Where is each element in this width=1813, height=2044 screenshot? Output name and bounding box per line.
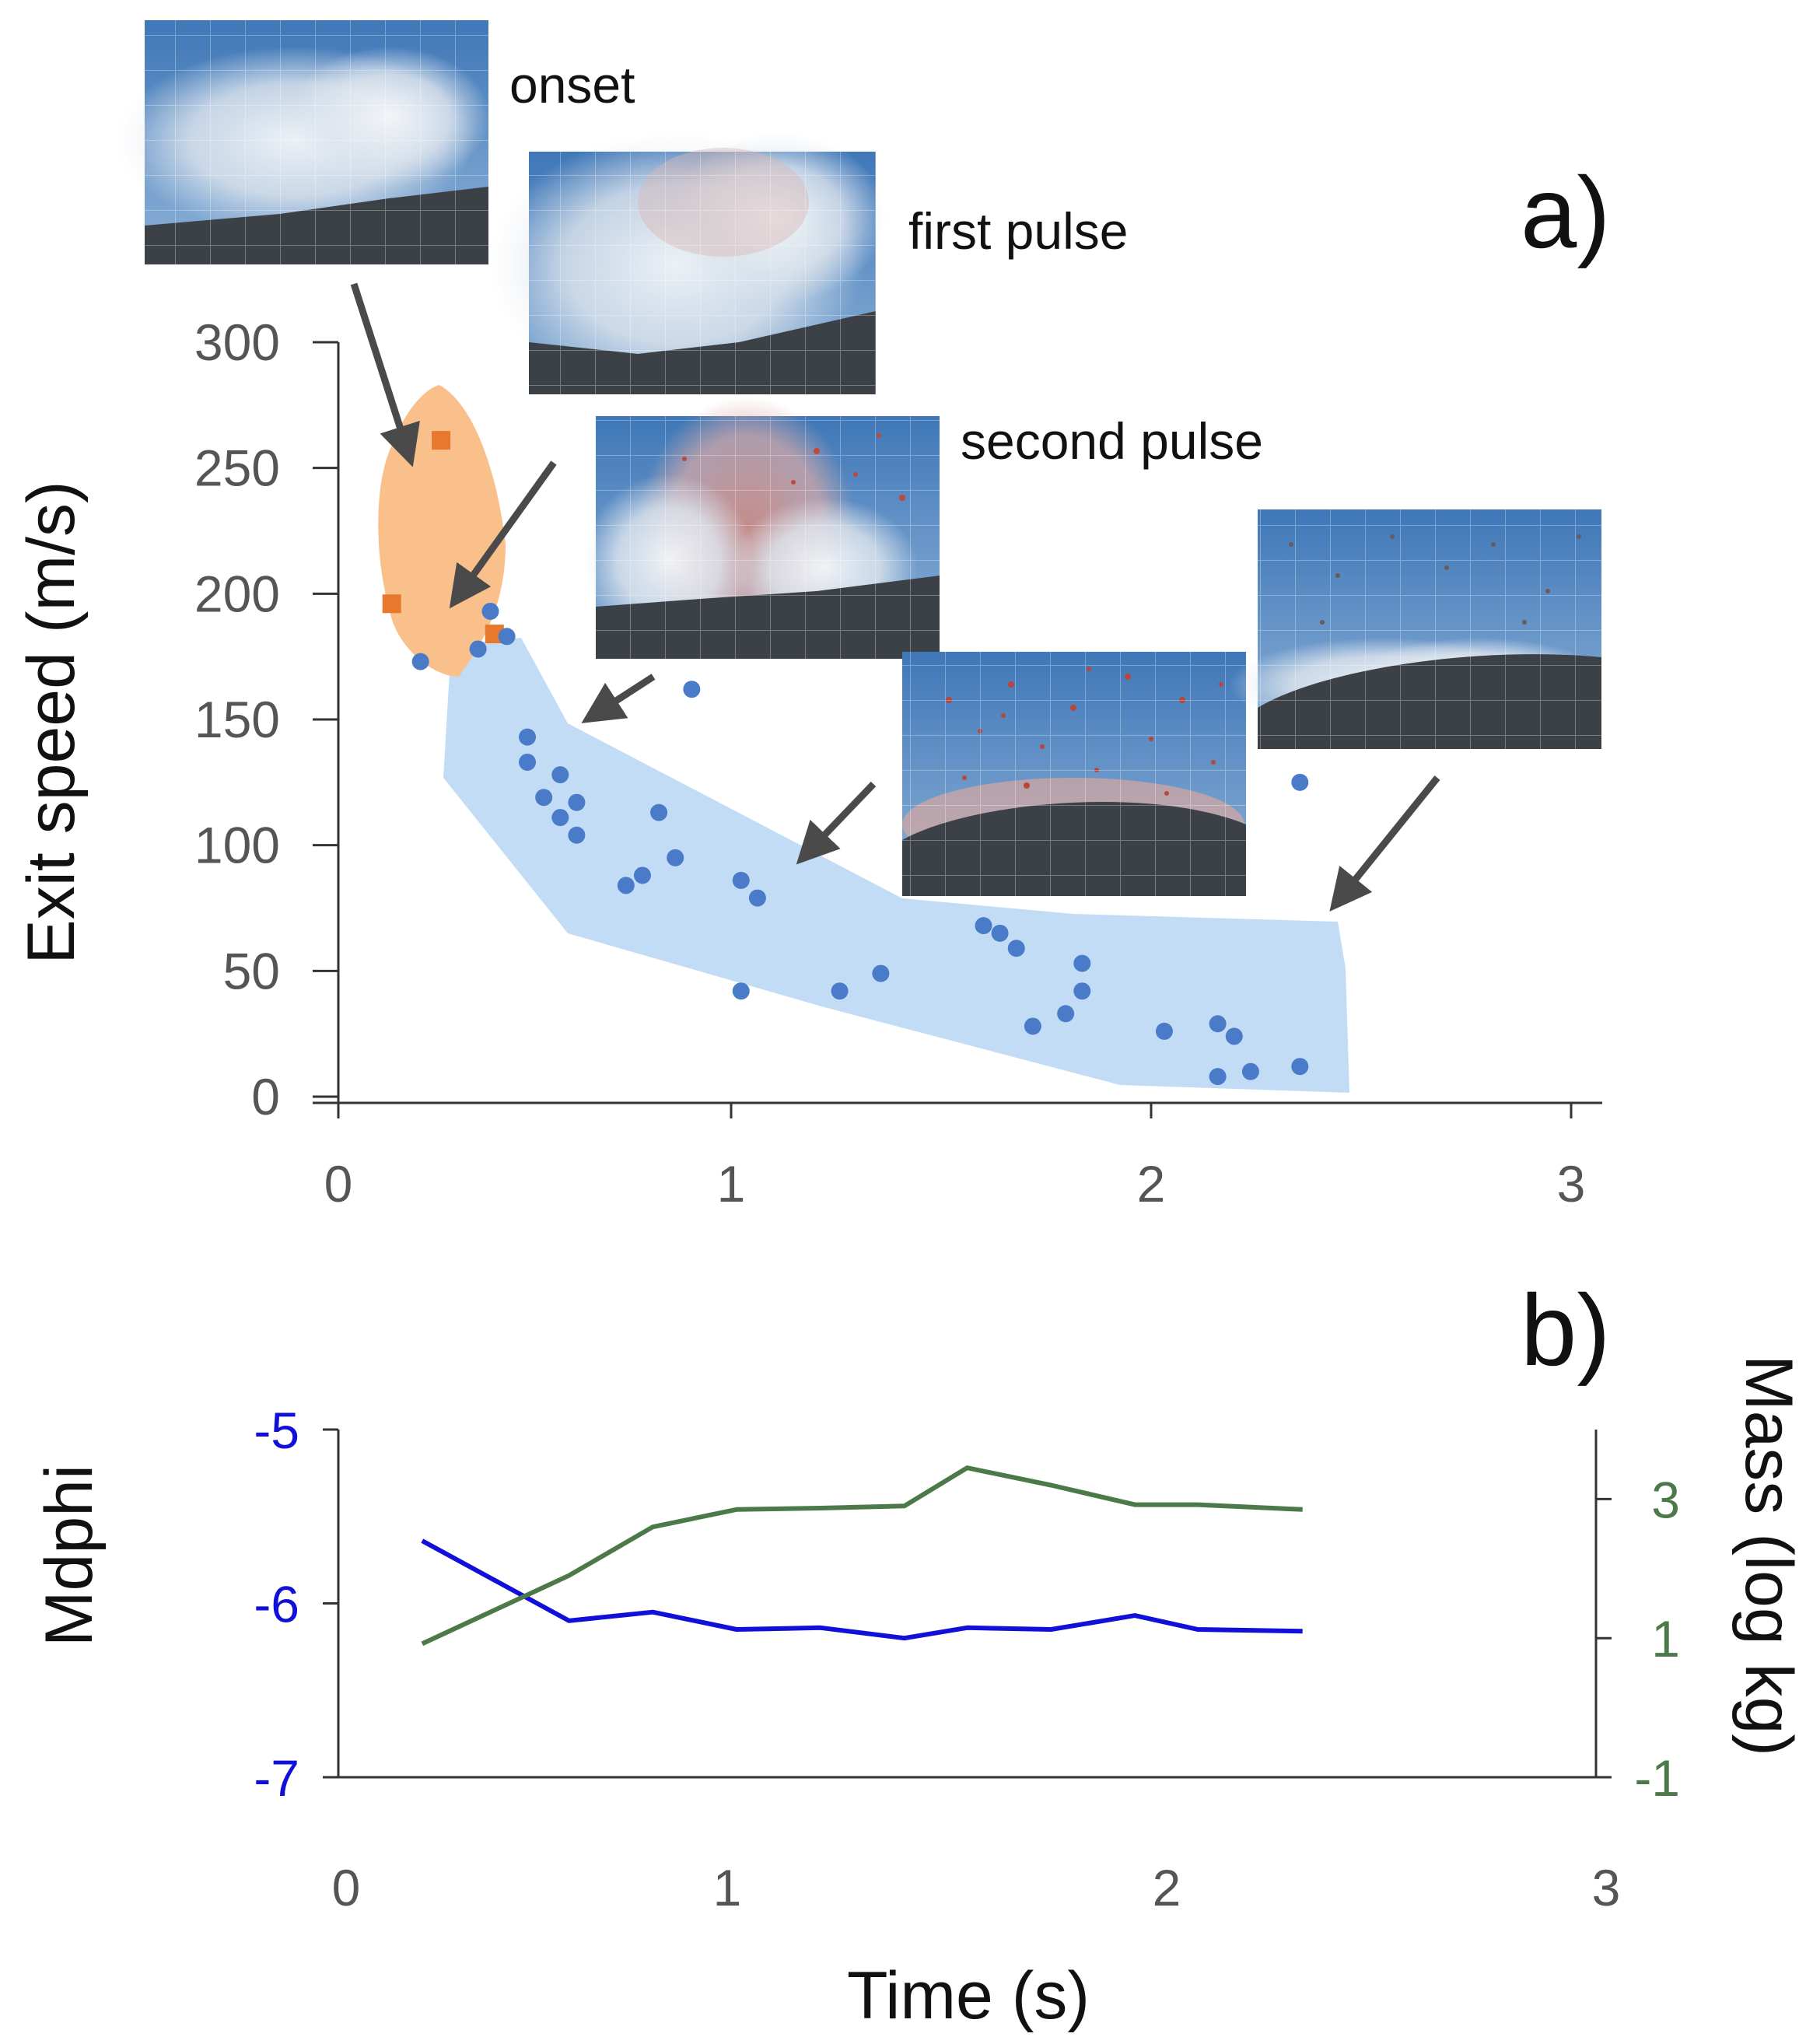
y-tick-label: 250 (194, 439, 280, 497)
pulse-point (1209, 1015, 1227, 1033)
photo-second-pulse (583, 397, 940, 661)
photo-onset (117, 20, 490, 264)
right-axis-title: Mass (log kg) (1731, 1355, 1806, 1756)
pulse-point (551, 766, 569, 784)
x-tick-label: 2 (1137, 1155, 1166, 1213)
right-tick-label: 3 (1651, 1471, 1680, 1528)
pulse-point (831, 982, 849, 1000)
pulse-point (469, 640, 487, 658)
photo-label-first-pulse: first pulse (908, 202, 1128, 260)
y-tick-label: 50 (223, 942, 280, 999)
pulse-point (667, 849, 684, 866)
pulse-point (1073, 982, 1091, 1000)
y-axis-title: Exit speed (m/s) (14, 481, 89, 964)
photo-ballistics (902, 652, 1246, 896)
photo-first-pulse (490, 132, 887, 397)
photo-late-phase (1229, 509, 1602, 749)
pulse-point (991, 924, 1009, 942)
x-tick-label: 0 (324, 1155, 353, 1213)
arrows (350, 282, 1440, 912)
onset-point (432, 431, 451, 450)
photo-label-onset: onset (509, 56, 635, 114)
pulse-point (535, 789, 553, 807)
y-tick-label: 200 (194, 565, 280, 622)
pulse-point (1007, 940, 1025, 957)
pulse-point (411, 653, 429, 670)
pulse-point (1209, 1068, 1227, 1086)
pulses-envelope (443, 638, 1349, 1093)
panel-a-points (382, 431, 1309, 1086)
pulse-point (1155, 1022, 1173, 1040)
pulse-point (1291, 1058, 1309, 1076)
y-tick-label: 300 (194, 313, 280, 371)
pulse-point (519, 753, 537, 771)
panel-b-ticks: -5 -6 -7 3 1 -1 0 1 2 3 (254, 1402, 1680, 1916)
x-tick-label: 3 (1557, 1155, 1586, 1213)
pulse-point (732, 871, 750, 889)
panel-a-ticks: 0 50 100 150 200 250 300 0 1 2 3 (194, 313, 1585, 1213)
pulse-point (1225, 1027, 1243, 1045)
arrow-ballistics (796, 781, 877, 865)
arrow-second-pulse (581, 674, 656, 723)
mass-line (421, 1465, 1303, 1647)
onset-point (382, 594, 401, 614)
pulse-point (1057, 1005, 1075, 1023)
panel-b: -5 -6 -7 3 1 -1 0 1 2 3 Mdphi Mass (log kg) Time … (32, 1273, 1806, 2033)
pulse-point (633, 866, 651, 884)
arrow-onset (350, 282, 420, 467)
photo-label-second-pulse: second pulse (961, 412, 1263, 470)
b-x-tick-label: 2 (1153, 1859, 1181, 1916)
left-tick-label: -6 (254, 1576, 299, 1633)
pulse-point (1024, 1017, 1041, 1035)
pulse-point (519, 728, 537, 746)
y-tick-label: 100 (194, 817, 280, 874)
pulse-point (551, 809, 569, 827)
arrow-first-pulse (449, 460, 557, 609)
pulse-point (975, 917, 992, 935)
b-x-tick-label: 0 (332, 1859, 361, 1916)
pulse-point (1241, 1062, 1259, 1080)
panel-b-axes (337, 1430, 1598, 1779)
b-x-tick-label: 1 (713, 1859, 742, 1916)
pulse-point (650, 803, 668, 821)
pulse-point (568, 793, 586, 811)
b-x-tick-label: 3 (1592, 1859, 1621, 1916)
pulse-point (872, 964, 890, 982)
panel-a: 0 50 100 150 200 250 300 0 1 2 3 Exit speed (m/s) (14, 20, 1611, 1213)
y-tick-label: 0 (251, 1068, 280, 1125)
x-tick-label: 1 (717, 1155, 746, 1213)
left-tick-label: -7 (254, 1749, 299, 1807)
panel-b-label: b) (1521, 1273, 1611, 1387)
pulse-point (732, 982, 750, 1000)
pulse-point (481, 602, 499, 620)
pulse-point (498, 628, 516, 646)
pulse-point (748, 889, 766, 907)
mdphi-line (421, 1538, 1303, 1641)
left-axis-title: Mdphi (32, 1465, 107, 1647)
pulse-point (617, 877, 635, 894)
pulse-point (1291, 773, 1309, 791)
y-tick-label: 150 (194, 691, 280, 748)
pulse-point (683, 681, 701, 698)
pulse-point (1073, 954, 1091, 972)
left-tick-label: -5 (254, 1402, 299, 1459)
x-axis-title: Time (s) (847, 1958, 1090, 2033)
panel-b-lines (421, 1465, 1303, 1647)
right-tick-label: -1 (1634, 1749, 1680, 1807)
right-tick-label: 1 (1651, 1610, 1680, 1668)
panel-a-label: a) (1521, 156, 1611, 269)
pulse-point (568, 826, 586, 844)
arrow-late-phase (1329, 775, 1440, 912)
photos (117, 20, 1602, 896)
